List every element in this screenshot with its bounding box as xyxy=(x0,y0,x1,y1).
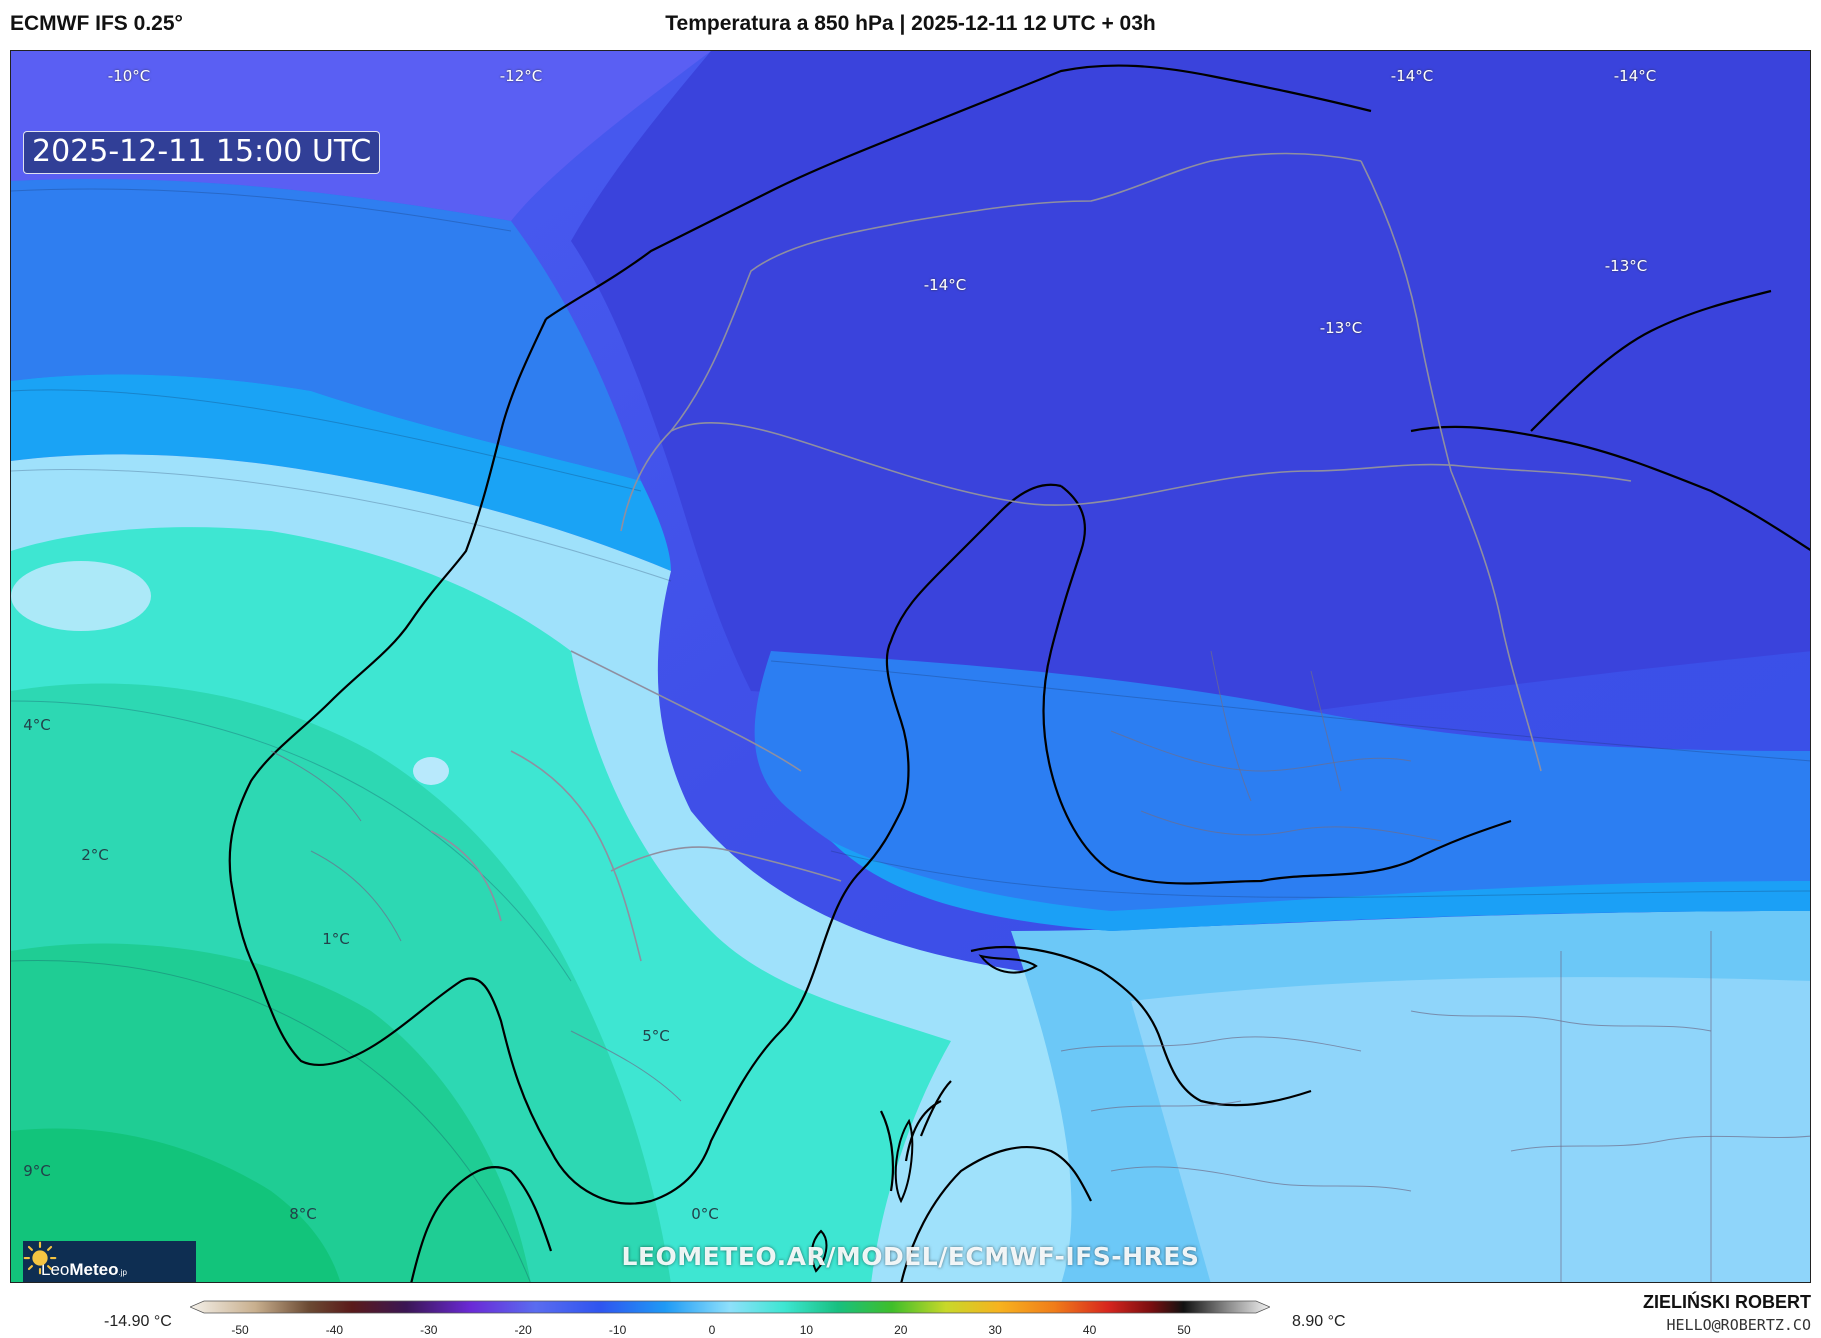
sun-icon xyxy=(23,1241,57,1275)
isotherm-label: 1°C xyxy=(322,930,350,948)
colorbar-tick-label: -50 xyxy=(231,1323,249,1337)
temperature-map[interactable]: 2025-12-11 15:00 UTC -10°C -12°C -14°C -14°… xyxy=(10,50,1811,1283)
author-email[interactable]: HELLO@ROBERTZ.CO xyxy=(1666,1316,1812,1334)
colorbar-tick-label: 30 xyxy=(988,1323,1002,1337)
leometeo-logo[interactable]: LeoMeteo.jp xyxy=(23,1241,196,1282)
map-title: Temperatura a 850 hPa | 2025-12-11 12 UT… xyxy=(665,12,1156,35)
isotherm-label: -13°C xyxy=(1604,257,1648,275)
colorbar xyxy=(190,1300,1270,1314)
colorbar-tick-label: -40 xyxy=(325,1323,344,1337)
isotherm-label: -14°C xyxy=(1390,67,1434,85)
colorbar-tick-label: 10 xyxy=(799,1323,814,1337)
colorbar-tick-label: 20 xyxy=(894,1323,908,1337)
isotherm-label: -13°C xyxy=(1319,319,1363,337)
colorbar-tick-label: -20 xyxy=(514,1323,532,1337)
isotherm-label: 2°C xyxy=(81,846,109,864)
colorbar-tick-label: -10 xyxy=(608,1323,627,1337)
isotherm-label: 8°C xyxy=(289,1205,317,1223)
author-credit: ZIELIŃSKI ROBERT HELLO@ROBERTZ.CO xyxy=(1643,1292,1811,1334)
model-url-watermark: LEOMETEO.AR/MODEL/ECMWF-IFS-HRES xyxy=(621,1242,1200,1271)
author-name: ZIELIŃSKI ROBERT xyxy=(1642,1292,1811,1312)
logo-wordmark: LeoMeteo.jp xyxy=(41,1260,127,1279)
isotherm-label: -14°C xyxy=(1613,67,1657,85)
isotherm-label: 9°C xyxy=(23,1162,51,1180)
isotherm-label: -12°C xyxy=(499,67,543,85)
colorbar-min-label: -14.90 °C xyxy=(104,1313,172,1330)
isotherm-label: 0°C xyxy=(691,1205,719,1223)
colorbar-tick-label: 0 xyxy=(708,1323,716,1337)
isotherm-label: 4°C xyxy=(23,716,51,734)
model-title: ECMWF IFS 0.25° xyxy=(10,12,183,35)
isotherm-label: -10°C xyxy=(107,67,151,85)
isotherm-label: 5°C xyxy=(642,1027,670,1045)
isotherm-label: -14°C xyxy=(923,276,967,294)
colorbar-tick-label: -30 xyxy=(420,1323,438,1337)
colorbar-tick-label: 40 xyxy=(1082,1323,1097,1337)
colorbar-tick-label: 50 xyxy=(1177,1323,1191,1337)
valid-time-badge: 2025-12-11 15:00 UTC xyxy=(23,131,381,174)
temperature-field xyxy=(11,51,1810,1282)
colorbar-max-label: 8.90 °C xyxy=(1292,1313,1346,1330)
